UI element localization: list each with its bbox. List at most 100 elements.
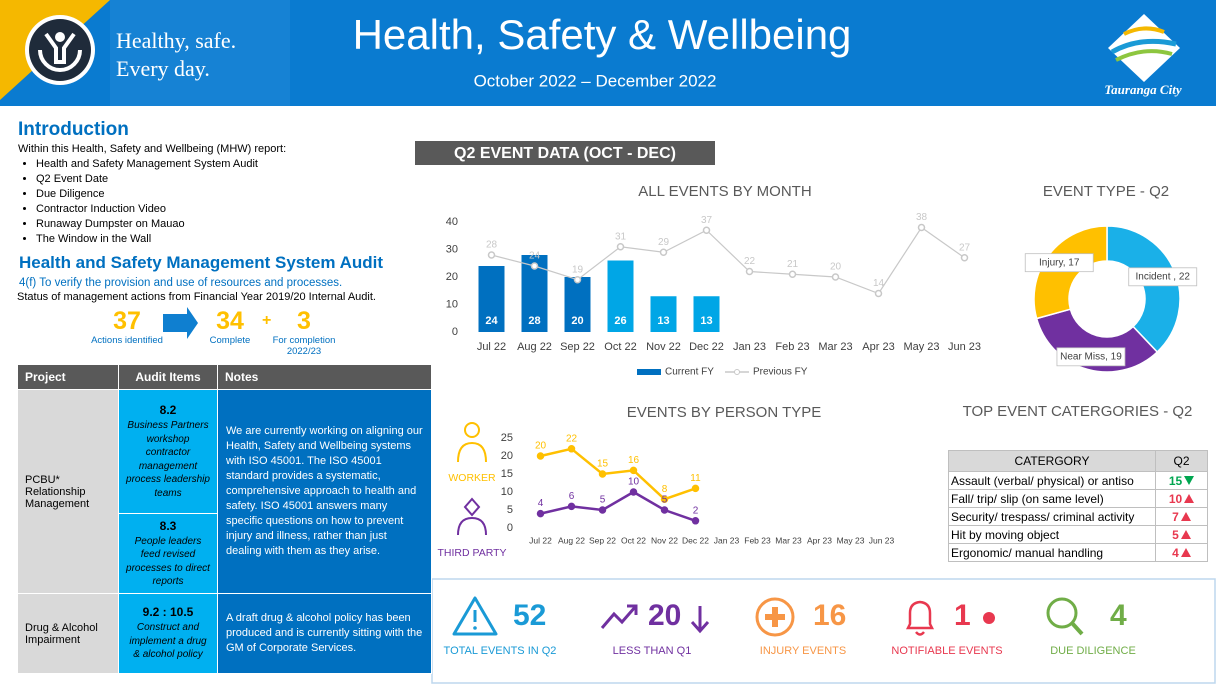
y-tick-label: 15 — [501, 468, 513, 480]
audit-status: Status of management actions from Financ… — [17, 291, 376, 303]
y-tick-label: 0 — [507, 522, 513, 534]
point — [788, 270, 797, 278]
y-tick-label: 40 — [446, 216, 458, 228]
point — [616, 243, 625, 251]
brand-wave — [1115, 49, 1173, 62]
intro-item: Contractor Induction Video — [36, 202, 408, 217]
x-tick-label: Dec 22 — [682, 535, 709, 545]
point — [831, 273, 840, 281]
table-header: Project — [17, 364, 119, 390]
x-tick-label: Aug 22 — [517, 341, 552, 353]
bar — [693, 296, 720, 332]
point — [487, 251, 496, 259]
x-tick-label: May 23 — [903, 341, 939, 353]
table-header: Q2 — [1155, 450, 1208, 472]
x-tick-label: Dec 22 — [689, 341, 724, 353]
kpi-icon — [765, 607, 785, 627]
value: 4 — [1172, 545, 1179, 560]
flow-arrow — [163, 307, 198, 339]
point — [567, 502, 576, 511]
chart-title: ALL EVENTS BY MONTH — [638, 183, 811, 200]
x-tick-label: Sep 22 — [589, 535, 616, 545]
kpi-icon — [915, 631, 925, 636]
audit-item: 8.2 Business Partners workshop contractor… — [118, 389, 218, 514]
data-label: 10 — [628, 477, 640, 488]
kpi-frame — [431, 578, 1216, 684]
intro-item: Runaway Dumpster on Mauao — [36, 217, 408, 232]
third-party-icon — [457, 516, 487, 536]
table-row: Security/ trespass/ criminal activity 7 — [948, 507, 1208, 526]
kpi-label: INJURY EVENTS — [759, 645, 847, 657]
data-label: 27 — [959, 242, 971, 253]
point — [629, 466, 638, 475]
x-tick-label: Jul 22 — [529, 535, 552, 545]
intro-item: The Window in the Wall — [36, 232, 408, 247]
data-label: 6 — [569, 491, 575, 502]
point — [530, 262, 539, 270]
audit-table: Project Audit Items Notes PCBU* Relationsh… — [17, 364, 432, 674]
trend-arrow — [1180, 511, 1191, 521]
x-tick-label: Jun 23 — [948, 341, 981, 353]
table-row: Hit by moving object 5 — [948, 525, 1208, 544]
tagline: Every day. — [116, 56, 210, 81]
data-label: 28 — [486, 240, 498, 251]
brand-wave — [1123, 26, 1165, 36]
kpi-icon — [1046, 597, 1078, 629]
data-label: Incident , 22 — [1135, 271, 1190, 282]
data-label: 22 — [566, 433, 578, 444]
point — [691, 484, 700, 493]
data-label: 2 — [693, 505, 699, 516]
y-tick-label: 5 — [507, 504, 513, 516]
data-label: 4 — [538, 498, 544, 509]
legend-swatch — [637, 369, 661, 375]
plus-sign: + — [262, 312, 272, 329]
kpi-label: TOTAL EVENTS IN Q2 — [443, 645, 557, 657]
stat-value: 3 — [297, 307, 311, 335]
kpi-trend-arrow — [690, 606, 710, 634]
x-tick-label: Aug 22 — [558, 535, 585, 545]
item-text: Construct and implement a drug & alcohol… — [129, 622, 207, 661]
data-label: 11 — [690, 473, 701, 484]
line — [491, 226, 965, 295]
trend-arrow — [1180, 529, 1191, 539]
trend-arrow — [1184, 493, 1195, 503]
table-header: CATERGORY — [948, 450, 1156, 472]
stat-label: For completion 2022/23 — [272, 335, 336, 357]
data-label: 16 — [628, 455, 640, 466]
point — [660, 506, 669, 514]
bar — [478, 266, 505, 332]
project: PCBU* Relationship Management — [17, 389, 119, 594]
worker-icon — [457, 441, 487, 463]
intro-item: Health and Safety Management System Audi… — [36, 157, 408, 172]
point — [702, 226, 711, 234]
kpi-label: DUE DILIGENCE — [1050, 645, 1136, 657]
line — [540, 447, 696, 501]
x-tick-label: Jan 23 — [714, 535, 740, 545]
x-tick-label: Jul 22 — [477, 341, 506, 353]
third-party-icon — [463, 497, 481, 517]
data-label: 24 — [485, 315, 498, 327]
kpi-icon — [905, 600, 935, 630]
x-tick-label: Feb 23 — [775, 341, 809, 353]
top-categories-title: TOP EVENT CATERGORIES - Q2 — [962, 403, 1193, 420]
page-title: Health, Safety & Wellbeing — [353, 11, 852, 58]
data-label: 14 — [873, 278, 885, 289]
data-label: 29 — [658, 237, 670, 248]
category-value: 5 — [1155, 525, 1208, 544]
legend-swatch — [734, 369, 740, 375]
x-tick-label: Nov 22 — [646, 341, 681, 353]
table-header: Notes — [217, 364, 432, 390]
kpi-label: NOTIFIABLE EVENTS — [891, 645, 1003, 657]
y-tick-label: 10 — [446, 298, 458, 310]
kpi-icon — [452, 596, 498, 636]
data-label: 20 — [571, 315, 583, 327]
bar — [650, 296, 677, 332]
value: 5 — [1172, 527, 1179, 542]
kpi-value: 1 — [954, 599, 971, 632]
data-label: 5 — [662, 495, 668, 506]
table-row: Assault (verbal/ physical) or antiso 15 — [948, 471, 1208, 490]
stat-label: Actions identified — [91, 335, 163, 346]
logo-head — [55, 32, 65, 42]
